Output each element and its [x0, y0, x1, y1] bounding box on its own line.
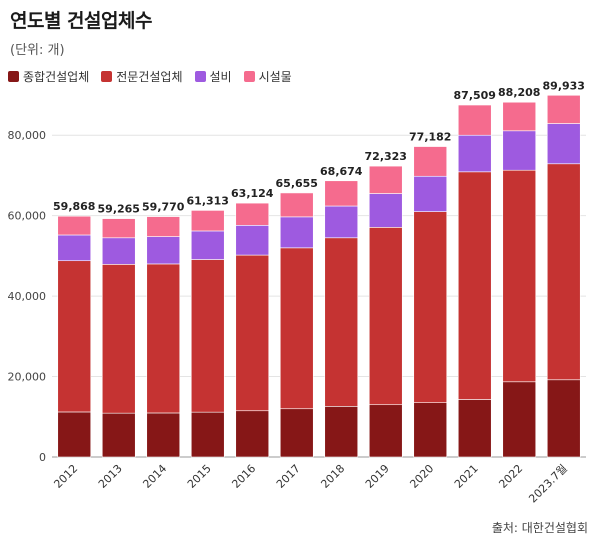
bar-segment	[368, 193, 403, 228]
legend-label-facility: 시설물	[258, 70, 292, 84]
bar-segment	[324, 237, 359, 407]
bar-segment	[101, 412, 136, 458]
bar-segment	[368, 404, 403, 458]
bar-segment	[502, 101, 537, 132]
bar-segment	[101, 237, 136, 265]
legend: 종합건설업체 전문건설업체 설비 시설물	[8, 68, 292, 85]
x-tick-label: 2018	[318, 462, 347, 491]
data-label-total: 59,868	[53, 200, 95, 213]
bar-segment	[413, 146, 448, 177]
x-tick-label: 2014	[140, 462, 169, 491]
y-tick-label: 20,000	[8, 371, 47, 384]
bar-segment	[101, 264, 136, 414]
bar-segment	[235, 254, 270, 412]
source-note: 출처: 대한건설협회	[491, 521, 588, 535]
bar-segment	[190, 411, 225, 458]
legend-item-general: 종합건설업체	[8, 68, 89, 85]
legend-item-specialty: 전문건설업체	[101, 68, 183, 85]
data-label-total: 72,323	[365, 150, 407, 163]
data-label-total: 68,674	[320, 165, 363, 178]
bar-segment	[57, 260, 92, 413]
bar-segment	[279, 247, 314, 410]
x-tick-label: 2020	[407, 462, 436, 491]
bar-segment	[324, 180, 359, 207]
bar-segment	[190, 210, 225, 232]
legend-swatch-facility	[243, 71, 255, 82]
bar-segment	[146, 236, 181, 265]
data-label-total: 61,313	[187, 194, 229, 207]
data-label-total: 65,655	[276, 177, 318, 190]
bar-segment	[413, 175, 448, 212]
bar-segment	[146, 263, 181, 414]
bar-segment	[368, 165, 403, 194]
x-tick-label: 2023.7월	[526, 462, 570, 506]
y-tick-label: 0	[39, 451, 46, 464]
legend-item-equipment: 설비	[194, 68, 232, 85]
x-tick-label: 2022	[496, 462, 525, 491]
bar-segment	[235, 202, 270, 226]
bar-segment	[57, 411, 92, 458]
bar-segment	[57, 215, 92, 236]
bar-segment	[546, 123, 581, 165]
x-tick-label: 2017	[274, 462, 303, 491]
bar-segment	[146, 412, 181, 458]
data-label-total: 87,509	[454, 89, 496, 102]
legend-swatch-specialty	[101, 71, 113, 82]
bar-segment	[101, 218, 136, 239]
bar-segment	[546, 379, 581, 458]
x-tick-label: 2019	[363, 462, 392, 491]
x-tick-label: 2016	[229, 462, 258, 491]
bar-segment	[190, 259, 225, 413]
chart-title: 연도별 건설업체수	[10, 10, 152, 32]
bar-segment	[457, 104, 492, 136]
data-label-total: 59,770	[142, 201, 185, 214]
bar-segment	[413, 211, 448, 403]
y-tick-label: 60,000	[8, 210, 47, 223]
bar-segment	[190, 230, 225, 260]
bar-segment	[279, 216, 314, 249]
y-tick-label: 40,000	[8, 290, 47, 303]
bar-segment	[457, 171, 492, 400]
data-label-total: 88,208	[498, 86, 540, 99]
bar-segment	[502, 169, 537, 383]
bar-segment	[546, 94, 581, 124]
bar-segment	[324, 406, 359, 458]
bar-segment	[502, 381, 537, 458]
bar-segment	[502, 130, 537, 171]
legend-label-specialty: 전문건설업체	[116, 70, 183, 84]
bar-segment	[235, 225, 270, 256]
x-tick-label: 2012	[51, 462, 80, 491]
bar-segment	[57, 234, 92, 262]
legend-item-facility: 시설물	[243, 68, 292, 85]
bar-segment	[457, 134, 492, 173]
bar-segment	[368, 227, 403, 406]
unit-label: (단위: 개)	[10, 43, 65, 58]
x-tick-label: 2015	[185, 462, 214, 491]
data-label-total: 59,265	[98, 203, 140, 216]
x-tick-label: 2013	[96, 462, 125, 491]
data-label-total: 63,124	[231, 187, 274, 200]
bar-segment	[279, 408, 314, 458]
bar-segment	[413, 402, 448, 458]
legend-label-general: 종합건설업체	[23, 70, 90, 84]
y-tick-label: 80,000	[8, 129, 47, 142]
legend-swatch-general	[8, 71, 19, 82]
legend-swatch-equipment	[194, 71, 206, 82]
bar-segment	[324, 205, 359, 239]
bar-segment	[279, 192, 314, 218]
bar-segment	[457, 399, 492, 458]
x-tick-label: 2021	[452, 462, 481, 491]
bar-segment	[235, 410, 270, 458]
bar-segment	[546, 163, 581, 381]
bar-segment	[146, 216, 181, 237]
legend-label-equipment: 설비	[209, 70, 232, 84]
data-label-total: 89,933	[543, 79, 585, 92]
data-label-total: 77,182	[409, 131, 451, 144]
